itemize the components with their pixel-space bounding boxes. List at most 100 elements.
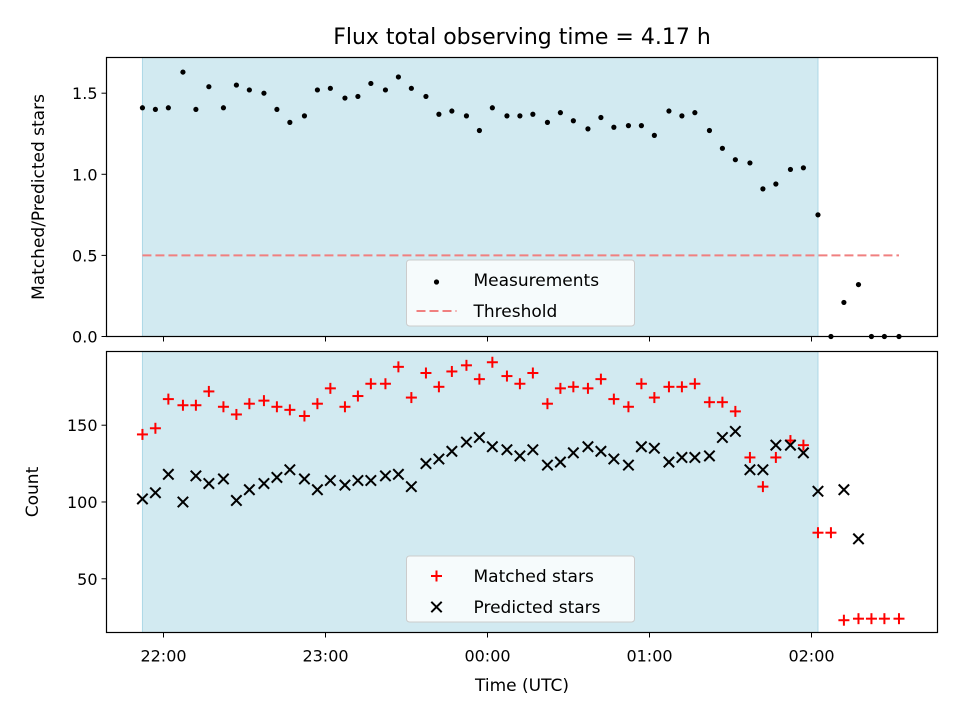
ytick-label-1-2: 150 xyxy=(67,416,98,435)
predicted-stars-point-20 xyxy=(405,480,418,493)
measurements-point-30 xyxy=(544,119,551,125)
xtick-label-3: 01:00 xyxy=(626,647,672,666)
measurements-point-45 xyxy=(747,160,753,166)
bottom-panel-frame xyxy=(105,350,939,634)
measurements-point-3 xyxy=(180,69,186,75)
top-legend: Measurements Threshold xyxy=(406,259,635,327)
measurements-point-44 xyxy=(732,157,738,163)
predicted-stars-point-40 xyxy=(675,451,688,464)
predicted-stars-point-24 xyxy=(460,436,473,449)
matched-stars-point-49 xyxy=(797,439,809,451)
measurements-point-32 xyxy=(570,118,576,124)
measurements-point-38 xyxy=(651,132,657,138)
matched-stars-point-9 xyxy=(258,395,270,407)
ytick-label-0-1: 0.5 xyxy=(72,246,97,265)
measurements-point-4 xyxy=(193,106,199,113)
matched-stars-point-7 xyxy=(230,408,242,420)
predicted-stars-point-46 xyxy=(756,463,769,476)
matched-stars-point-30 xyxy=(541,398,553,410)
matched-stars-point-43 xyxy=(716,396,728,408)
matched-stars-point-11 xyxy=(284,404,296,416)
predicted-stars-point-44 xyxy=(729,425,742,438)
matched-stars-point-3 xyxy=(177,399,189,411)
measurements-point-20 xyxy=(408,85,414,91)
xtick-label-0: 22:00 xyxy=(140,647,186,666)
predicted-stars-point-33 xyxy=(582,440,594,453)
matched-stars-point-15 xyxy=(339,401,351,413)
matched-stars-point-52 xyxy=(838,614,850,626)
matched-stars-point-40 xyxy=(676,381,688,393)
matched-stars-point-56 xyxy=(893,613,905,625)
measurements-point-48 xyxy=(787,166,794,173)
predicted-stars-point-38 xyxy=(648,442,661,455)
predicted-stars-point-41 xyxy=(688,451,701,464)
predicted-stars-point-48 xyxy=(784,439,797,452)
matched-stars-point-47 xyxy=(770,451,782,463)
predicted-stars-point-4 xyxy=(189,469,202,482)
matched-stars-point-32 xyxy=(567,381,579,393)
predicted-stars-point-2 xyxy=(162,468,175,481)
matched-stars-point-55 xyxy=(878,613,890,625)
chart-title: Flux total observing time = 4.17 h xyxy=(333,25,711,50)
measurements-point-21 xyxy=(423,93,429,100)
predicted-stars-point-21 xyxy=(420,457,432,470)
measurements-point-37 xyxy=(638,123,645,129)
ytick-label-1-1: 100 xyxy=(67,493,98,512)
top-panel-frame xyxy=(105,56,939,338)
measurements-point-9 xyxy=(261,90,267,96)
legend-box-0 xyxy=(406,259,635,327)
measurements-point-42 xyxy=(706,127,713,134)
xtick-label-4: 02:00 xyxy=(788,647,834,666)
measurements-point-53 xyxy=(855,281,862,288)
predicted-stars-point-3 xyxy=(177,496,189,508)
matched-stars-point-29 xyxy=(527,367,539,379)
measurements-point-41 xyxy=(692,110,698,116)
measurements-point-39 xyxy=(666,108,672,114)
matched-stars-point-53 xyxy=(852,613,864,625)
measurements-point-5 xyxy=(206,84,212,90)
predicted-stars-point-29 xyxy=(526,443,539,456)
measurements-point-26 xyxy=(489,105,495,111)
predicted-stars-point-17 xyxy=(364,474,377,487)
measurements-point-23 xyxy=(449,108,455,114)
matched-stars-point-14 xyxy=(324,382,336,394)
measurements-point-18 xyxy=(382,87,389,93)
top-panel-ylabel: Matched/Predicted stars xyxy=(29,94,49,300)
matched-stars-point-50 xyxy=(812,527,824,539)
legend-label-measurements: Measurements xyxy=(474,271,600,291)
matched-stars-point-26 xyxy=(486,356,498,368)
measurements-point-11 xyxy=(287,119,293,125)
legend-swatch-predicted-stars xyxy=(430,601,443,613)
predicted-stars-point-52 xyxy=(837,483,850,496)
matched-stars-point-38 xyxy=(648,392,660,404)
measurements-point-0 xyxy=(139,105,146,111)
predicted-stars-point-49 xyxy=(797,446,810,459)
matched-stars-point-20 xyxy=(405,392,417,404)
matched-stars-point-4 xyxy=(190,399,202,411)
measurements-point-52 xyxy=(841,299,847,306)
predicted-stars-point-0 xyxy=(136,493,149,505)
measurements-point-46 xyxy=(760,186,766,192)
measurements-point-36 xyxy=(625,123,632,129)
predicted-stars-point-12 xyxy=(298,473,311,485)
predicted-stars-point-50 xyxy=(812,485,824,498)
predicted-stars-point-5 xyxy=(202,477,215,490)
measurements-point-35 xyxy=(611,124,617,130)
predicted-stars-point-7 xyxy=(230,494,243,507)
legend-label-matched-stars: Matched stars xyxy=(474,567,594,587)
measurements-point-31 xyxy=(557,110,564,116)
measurements-point-24 xyxy=(463,113,470,119)
measurements-point-40 xyxy=(679,113,685,119)
matched-stars-point-51 xyxy=(825,527,837,539)
matched-stars-point-2 xyxy=(162,393,174,405)
matched-stars-point-44 xyxy=(729,405,741,417)
predicted-stars-point-37 xyxy=(635,440,648,453)
measurements-point-25 xyxy=(476,127,482,134)
measurements-point-47 xyxy=(773,181,779,187)
predicted-stars-point-13 xyxy=(311,483,324,496)
measurements-point-29 xyxy=(530,111,536,117)
predicted-stars-point-28 xyxy=(513,450,526,462)
measurements-point-49 xyxy=(800,165,807,171)
matched-stars-point-8 xyxy=(243,398,255,410)
